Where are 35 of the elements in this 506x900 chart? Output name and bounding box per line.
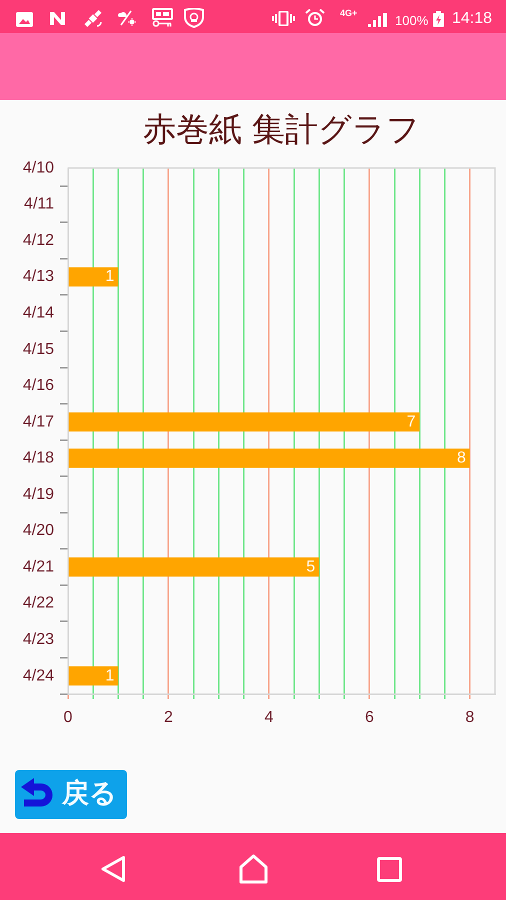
text: 14:18 [452,10,492,27]
y-tick-label: 4/12 [22,232,54,249]
y-tick-label: 4/17 [22,413,54,430]
chart-title: 赤巻紙 集計グラフ [142,110,420,149]
data-label: 8 [456,450,466,467]
bar [68,267,118,286]
bar [68,666,118,686]
data-label: 7 [406,413,416,430]
x-tick-label: 2 [164,709,174,726]
y-tick-label: 4/22 [22,594,54,612]
x-tick-label: 6 [364,709,374,726]
bar [68,557,320,577]
back-button: 戻る [15,770,127,819]
text: 100% [395,13,428,28]
data-label: 5 [306,558,316,576]
y-tick-label: 4/19 [22,486,54,503]
x-tick-label: 0 [64,709,73,726]
y-tick-label: 4/14 [22,304,54,322]
y-tick-label: 4/24 [22,667,54,684]
y-tick-label: 4/16 [22,377,54,394]
y-tick-label: 4/20 [22,522,54,540]
x-tick-label: 8 [465,709,474,726]
text: 4G+ [340,8,358,18]
y-tick-label: 4/10 [22,159,54,176]
x-tick-label: 4 [264,709,274,726]
y-tick-label: 4/23 [22,630,54,648]
y-tick-label: 4/18 [22,450,54,467]
bar [68,448,470,468]
data-label: 1 [105,268,114,286]
y-tick-label: 4/11 [24,196,54,213]
y-tick-label: 4/13 [22,268,54,286]
bar [68,412,420,432]
y-tick-label: 4/21 [22,558,54,576]
data-label: 1 [105,667,114,684]
y-tick-label: 4/15 [22,340,54,358]
